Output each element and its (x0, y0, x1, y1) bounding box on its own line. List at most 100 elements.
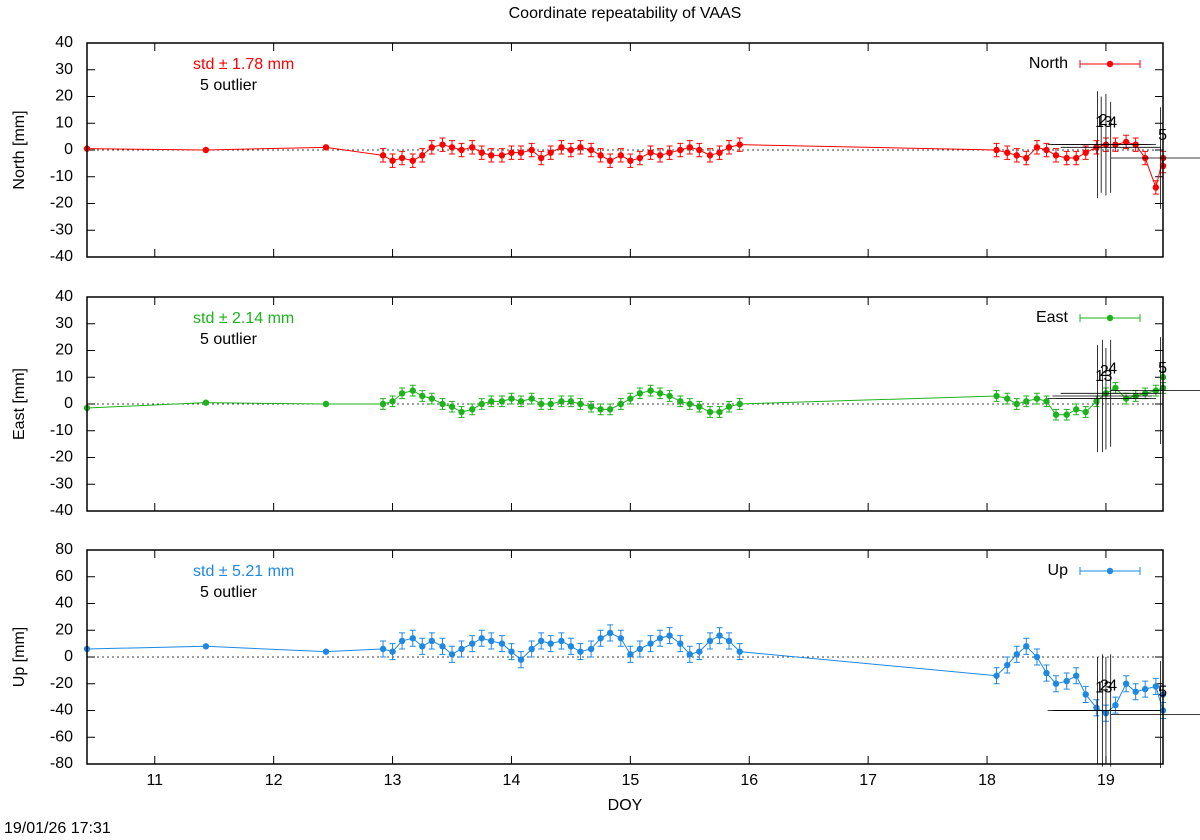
data-point (322, 400, 330, 408)
data-point (1152, 184, 1160, 191)
data-point (547, 149, 554, 156)
data-point (517, 398, 525, 405)
data-point (716, 632, 723, 639)
data-point (1082, 149, 1089, 156)
data-point (528, 395, 535, 402)
data-point (398, 390, 406, 397)
legend-label: East (1036, 309, 1069, 326)
outlier-label: 2 (1100, 678, 1109, 695)
legend-label: North (1029, 55, 1068, 72)
outlier-annotation: 5 outlier (200, 77, 258, 94)
data-point (993, 672, 1000, 679)
data-point (469, 406, 476, 413)
data-point (1152, 683, 1160, 690)
y-tick-label: -40 (50, 248, 73, 265)
plot-frame (86, 296, 1164, 512)
data-point (458, 408, 465, 416)
data-point (517, 656, 525, 663)
data-point (1093, 398, 1100, 405)
data-point (636, 645, 644, 653)
outlier-label: 3 (1103, 368, 1112, 385)
data-point (458, 645, 465, 653)
data-point (1082, 408, 1089, 416)
y-tick-label: 30 (55, 315, 73, 332)
data-point (636, 154, 644, 162)
data-point (606, 406, 614, 413)
data-point (1082, 691, 1089, 698)
std-annotation: std ± 1.78 mm (193, 56, 294, 73)
outlier-label: 3 (1103, 680, 1112, 697)
data-point (1013, 651, 1020, 658)
data-point (322, 648, 330, 655)
y-tick-label: 0 (64, 141, 73, 158)
data-point (389, 398, 396, 405)
std-annotation: std ± 5.21 mm (193, 563, 294, 580)
data-point (1004, 661, 1011, 669)
data-point (558, 637, 565, 645)
data-point (379, 152, 387, 159)
y-tick-label: 20 (55, 621, 73, 638)
data-point (448, 651, 456, 658)
data-point (322, 144, 330, 151)
data-point (1073, 154, 1080, 162)
y-tick-label: 80 (55, 541, 73, 558)
data-point (1112, 384, 1119, 392)
data-point (547, 640, 554, 647)
data-point (409, 157, 416, 164)
data-point (1033, 395, 1041, 402)
data-point (508, 149, 515, 156)
data-point (587, 403, 595, 410)
y-axis-label: East [mm] (11, 368, 28, 440)
data-point (419, 392, 426, 400)
data-point (528, 146, 535, 154)
data-point (706, 408, 714, 416)
data-point (577, 144, 584, 151)
y-tick-label: -20 (50, 449, 73, 466)
y-tick-label: 40 (55, 34, 73, 51)
data-point (993, 146, 1000, 154)
data-point (1063, 677, 1070, 685)
data-point (517, 149, 525, 156)
outlier-label: 2 (1099, 112, 1108, 129)
data-point (202, 643, 210, 650)
outlier-label: 4 (1108, 678, 1117, 695)
data-point (389, 648, 396, 655)
data-point (379, 400, 387, 408)
data-point (1052, 152, 1060, 159)
data-point (686, 651, 693, 658)
data-point (498, 640, 506, 647)
data-point (587, 645, 595, 653)
data-point (537, 400, 545, 408)
data-point (1132, 688, 1139, 695)
y-tick-label: 10 (55, 114, 73, 131)
data-point (1093, 704, 1100, 712)
data-point (419, 152, 426, 159)
data-point (1141, 685, 1149, 693)
data-point (567, 398, 575, 405)
y-tick-label: -10 (50, 168, 73, 185)
data-point (428, 144, 435, 151)
data-point (202, 399, 210, 406)
data-point (478, 635, 485, 642)
series-line (86, 632, 1164, 714)
legend-marker (1106, 314, 1114, 322)
data-point (567, 146, 575, 154)
data-point (448, 403, 456, 410)
data-point (379, 645, 387, 653)
data-point (1004, 395, 1011, 402)
data-point (627, 651, 634, 658)
data-point (706, 637, 714, 645)
y-tick-label: -20 (50, 195, 73, 212)
data-point (439, 141, 446, 148)
data-point (647, 149, 654, 156)
data-point (528, 645, 535, 653)
y-axis-label: Up [mm] (11, 627, 28, 687)
data-point (498, 398, 506, 405)
data-point (677, 146, 684, 154)
x-tick-label: 13 (384, 772, 402, 789)
data-point (488, 152, 495, 159)
data-point (666, 392, 673, 400)
y-tick-label: -40 (50, 702, 73, 719)
outlier-annotation: 5 outlier (200, 331, 258, 348)
